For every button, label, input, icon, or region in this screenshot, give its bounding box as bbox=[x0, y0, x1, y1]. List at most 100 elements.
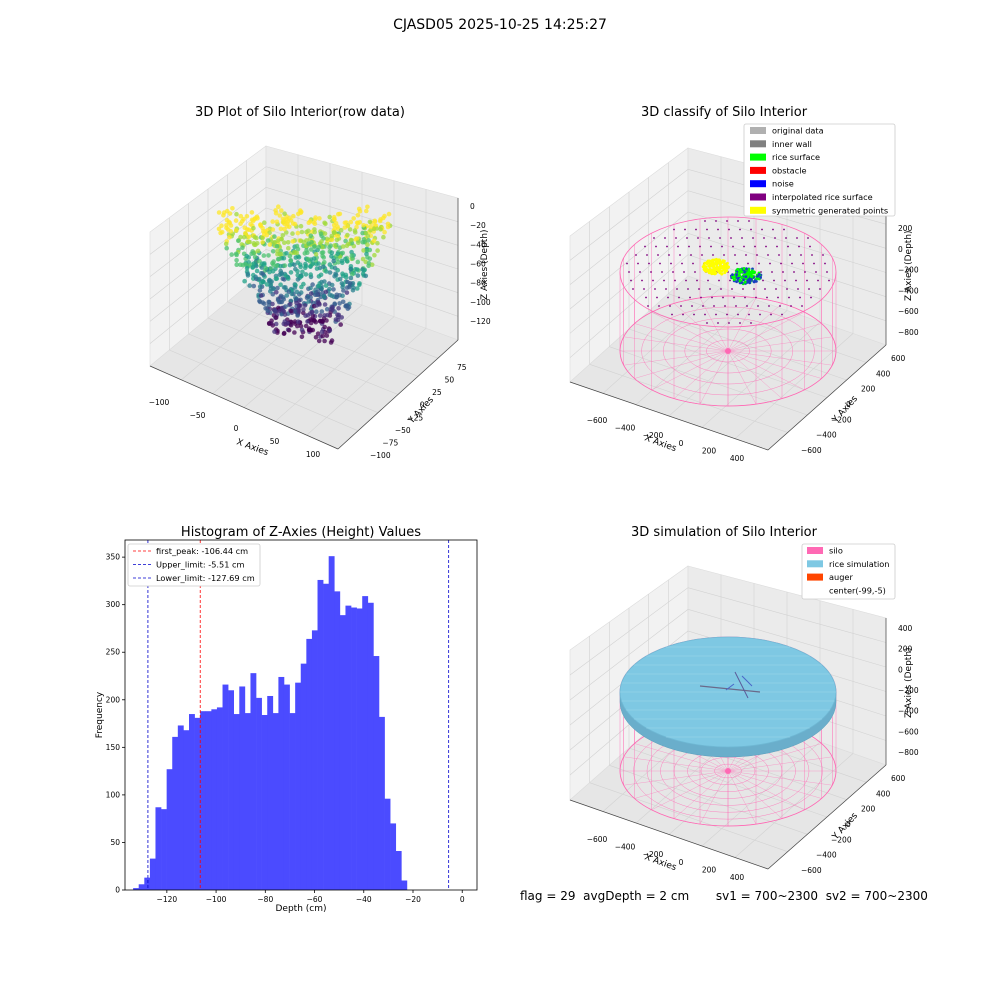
raw-data-point bbox=[296, 211, 301, 217]
y-tick-label: 350 bbox=[106, 553, 121, 562]
raw-data-point bbox=[273, 315, 279, 320]
raw-data-point bbox=[355, 212, 361, 218]
raw-data-point bbox=[263, 306, 268, 311]
raw-data-point bbox=[277, 213, 283, 218]
histogram-reference-lines bbox=[147, 540, 450, 890]
raw-data-point bbox=[306, 241, 312, 246]
raw-data-point bbox=[368, 227, 373, 233]
raw-data-point bbox=[295, 269, 300, 274]
raw-data-point bbox=[290, 239, 296, 244]
raw-data-point bbox=[306, 220, 312, 225]
raw-data-point bbox=[282, 226, 287, 232]
raw-data-point bbox=[281, 321, 287, 327]
classify-y-tick-label: −600 bbox=[801, 446, 822, 455]
rice-surface-point bbox=[743, 271, 747, 274]
interpolated-point bbox=[824, 262, 826, 265]
classify-silo-center-dot bbox=[725, 348, 731, 354]
raw-data-point bbox=[319, 309, 325, 314]
raw-data-point bbox=[328, 340, 334, 345]
raw-data-point bbox=[249, 210, 255, 215]
raw-data-point bbox=[270, 301, 275, 307]
raw-y-tick-label: −100 bbox=[370, 451, 391, 460]
raw-data-point bbox=[372, 218, 378, 224]
raw-data-point bbox=[314, 309, 319, 315]
interpolated-point bbox=[717, 228, 719, 231]
y-tick-label: 200 bbox=[106, 695, 121, 704]
interpolated-point bbox=[704, 220, 706, 222]
raw-data-point bbox=[298, 290, 304, 295]
raw-data-point bbox=[349, 249, 354, 255]
interpolated-point bbox=[744, 296, 746, 299]
raw-data-point bbox=[283, 304, 288, 309]
interpolated-point bbox=[746, 305, 748, 307]
raw-data-point bbox=[355, 267, 360, 272]
symmetric-point bbox=[715, 263, 718, 266]
raw-data-point bbox=[290, 231, 295, 236]
raw-data-point bbox=[340, 293, 345, 299]
histogram-bar bbox=[367, 602, 374, 890]
symmetric-point bbox=[712, 272, 716, 275]
raw-data-point bbox=[262, 220, 267, 225]
status-footer: flag = 29 avgDepth = 2 cm sv1 = 700~2300… bbox=[520, 889, 928, 903]
histogram-bar bbox=[295, 682, 302, 890]
raw-data-point bbox=[322, 338, 327, 344]
raw-data-point bbox=[367, 219, 373, 225]
raw-data-point bbox=[288, 322, 294, 328]
legend-label: center(-99,-5) bbox=[829, 585, 886, 595]
raw-data-point bbox=[364, 208, 369, 214]
interpolated-point bbox=[671, 313, 673, 316]
raw-data-point bbox=[295, 319, 301, 325]
raw-data-point bbox=[224, 225, 229, 231]
x-tick-label: −80 bbox=[257, 895, 273, 904]
interpolated-point bbox=[747, 262, 749, 265]
rice-surface-point bbox=[747, 270, 751, 274]
raw-data-point bbox=[266, 253, 271, 258]
raw-data-point bbox=[313, 215, 318, 220]
simulation-3d-plot: 3D simulation of Silo Interior −600−400−… bbox=[569, 525, 919, 882]
interpolated-point bbox=[788, 296, 790, 299]
classify-silo-floor-spoke bbox=[673, 350, 729, 399]
sim-x-tick-label: 0 bbox=[679, 858, 684, 867]
interpolated-point bbox=[715, 220, 717, 222]
interpolated-point bbox=[688, 245, 690, 248]
x-tick-label: −40 bbox=[356, 895, 372, 904]
raw-data-point bbox=[295, 277, 301, 282]
histogram-bar bbox=[317, 579, 324, 890]
sim-box-y-axis-line bbox=[767, 764, 887, 870]
raw-data-point bbox=[281, 331, 287, 337]
interpolated-point bbox=[653, 237, 655, 239]
raw-data-point bbox=[258, 293, 264, 298]
raw-data-point bbox=[355, 286, 360, 291]
raw-data-point bbox=[304, 295, 310, 301]
raw-data-point bbox=[365, 242, 370, 247]
interpolated-point bbox=[701, 254, 703, 256]
raw-z-tick-label: 0 bbox=[470, 202, 475, 211]
raw-data-point bbox=[275, 238, 281, 243]
raw-data-point bbox=[284, 230, 289, 235]
legend-swatch bbox=[750, 193, 766, 201]
raw-data-point bbox=[242, 278, 247, 284]
raw-data-point bbox=[331, 230, 337, 235]
raw-data-point bbox=[281, 255, 287, 261]
interpolated-point bbox=[695, 228, 697, 231]
raw-data-point bbox=[300, 269, 305, 275]
interpolated-point bbox=[780, 262, 782, 265]
legend-label: original data bbox=[772, 126, 824, 136]
sim-z-tick-label: −400 bbox=[898, 707, 919, 716]
rice-surface-point bbox=[747, 267, 751, 271]
histogram-bar bbox=[328, 556, 335, 890]
interpolated-point bbox=[669, 305, 671, 307]
raw-data-point bbox=[342, 220, 348, 226]
raw-data-point bbox=[335, 233, 341, 239]
raw-data-point bbox=[296, 254, 302, 260]
raw-data-point bbox=[378, 227, 383, 232]
classify-z-tick-label: 200 bbox=[898, 224, 913, 233]
raw-data-point bbox=[329, 233, 335, 239]
rice-surface-point bbox=[753, 270, 756, 274]
raw-plot-point-cloud bbox=[216, 204, 393, 345]
interpolated-point bbox=[663, 279, 665, 282]
raw-data-point bbox=[304, 248, 309, 253]
auger-blade bbox=[734, 671, 749, 699]
raw-data-point bbox=[338, 227, 344, 233]
symmetric-point bbox=[721, 266, 725, 269]
